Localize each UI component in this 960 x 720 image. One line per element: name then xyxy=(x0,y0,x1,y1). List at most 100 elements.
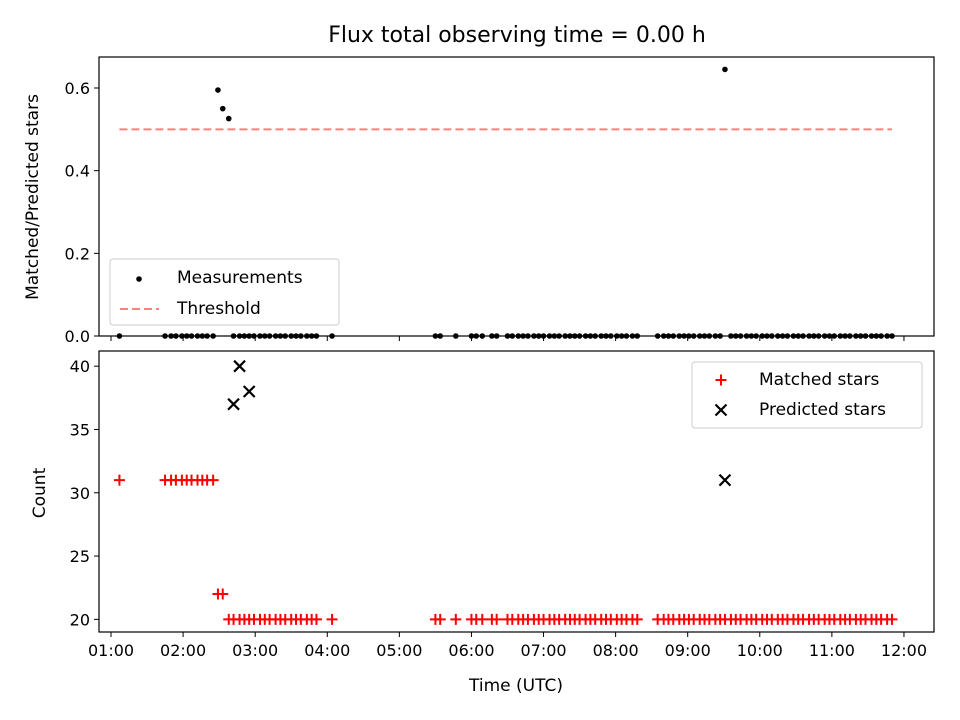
measurements-point xyxy=(225,115,232,122)
x-tick-label: 06:00 xyxy=(448,641,494,660)
measurements-point xyxy=(515,333,522,339)
measurements-point xyxy=(551,333,558,339)
x-tick-label: 05:00 xyxy=(376,641,422,660)
measurements-point xyxy=(504,333,511,339)
x-tick-label: 03:00 xyxy=(232,641,278,660)
measurements-point xyxy=(576,333,583,339)
measurements-point xyxy=(696,333,703,339)
measurements-point xyxy=(821,333,828,339)
measurements-point xyxy=(288,333,295,339)
measurements-point xyxy=(614,333,620,339)
measurements-point xyxy=(567,333,573,339)
top-y-tick-label: 0.6 xyxy=(65,79,90,98)
plot-layer: 0.0 0.2 0.4 0.6 Measurements Threshold 20 25 30 3… xyxy=(65,56,935,660)
measurements-point xyxy=(493,333,500,339)
measurements-point xyxy=(690,333,697,339)
measurements-point xyxy=(701,333,708,339)
predicted-stars-point xyxy=(233,359,246,373)
measurements-point xyxy=(257,333,263,339)
measurements-point xyxy=(162,333,168,339)
measurements-point xyxy=(562,333,568,339)
measurements-point xyxy=(277,333,284,339)
measurements-point xyxy=(779,333,786,339)
matched-stars-point xyxy=(113,474,125,486)
legend-predicted-stars-marker xyxy=(714,403,728,417)
measurements-point xyxy=(686,333,692,339)
measurements-point xyxy=(272,333,279,339)
bottom-y-tick-label: 20 xyxy=(70,610,90,629)
top-y-tick-label: 0.0 xyxy=(65,327,90,346)
measurements-point xyxy=(540,333,547,339)
measurements-point xyxy=(608,333,614,339)
matched-stars-point xyxy=(450,613,462,625)
measurements-point xyxy=(293,333,299,339)
measurements-point xyxy=(571,333,578,339)
bottom-y-tick-label: 30 xyxy=(70,484,90,503)
matched-stars-point xyxy=(886,613,898,625)
measurements-point xyxy=(748,333,755,339)
legend-matched-stars-marker xyxy=(715,374,727,386)
measurements-point xyxy=(535,333,542,339)
bottom-y-tick-label: 40 xyxy=(70,357,90,376)
measurements-point xyxy=(219,105,226,112)
measurements-point xyxy=(173,333,179,339)
measurements-point xyxy=(489,333,495,339)
measurements-point xyxy=(453,333,459,339)
measurements-point xyxy=(790,333,797,339)
measurements-point xyxy=(884,333,890,339)
x-tick-label: 07:00 xyxy=(520,641,566,660)
measurements-point xyxy=(603,333,609,339)
bottom-y-tick-label: 35 xyxy=(70,420,90,439)
bottom-legend-box xyxy=(691,361,923,429)
predicted-stars-point xyxy=(718,473,732,487)
measurements-point xyxy=(479,333,486,339)
measurements-point xyxy=(592,333,598,339)
measurements-point xyxy=(179,333,185,339)
measurements-point xyxy=(168,333,174,339)
measurements-point xyxy=(546,333,553,339)
measurements-point xyxy=(509,333,516,339)
measurements-point xyxy=(634,333,641,339)
measurements-point xyxy=(215,87,221,93)
measurements-point xyxy=(842,333,848,339)
legend-matched-stars-label: Matched stars xyxy=(759,370,879,390)
measurements-point xyxy=(769,333,775,339)
x-tick-label: 08:00 xyxy=(593,641,639,660)
measurements-point xyxy=(199,333,206,339)
measurements-point xyxy=(432,333,439,339)
matched-stars-point xyxy=(631,613,643,625)
top-y-axis-label: Matched/Predicted stars xyxy=(23,94,43,300)
measurements-point xyxy=(329,333,335,339)
bottom-y-axis-label: Count xyxy=(30,467,50,518)
matched-stars-point xyxy=(491,613,503,625)
matched-stars-point xyxy=(207,474,219,486)
measurements-point xyxy=(210,333,216,339)
measurements-point xyxy=(236,333,243,339)
measurements-point xyxy=(623,333,630,339)
measurements-point xyxy=(654,333,661,339)
measurements-point xyxy=(629,333,636,339)
measurements-point xyxy=(598,333,605,339)
matched-stars-point xyxy=(434,613,446,625)
measurements-point xyxy=(670,333,677,339)
measurements-point xyxy=(437,333,444,339)
measurements-point xyxy=(795,333,802,339)
top-legend-box xyxy=(109,258,340,326)
measurements-point xyxy=(241,333,248,339)
measurements-point xyxy=(251,333,257,339)
chart-title: Flux total observing time = 0.00 h xyxy=(328,23,706,48)
x-tick-label: 12:00 xyxy=(881,641,927,660)
measurements-point xyxy=(831,333,838,339)
predicted-stars-point xyxy=(227,397,240,411)
measurements-point xyxy=(826,333,833,339)
measurements-point xyxy=(862,333,869,339)
measurements-point xyxy=(520,333,526,339)
measurements-point xyxy=(194,333,201,339)
measurements-point xyxy=(811,333,817,339)
legend-threshold-label: Threshold xyxy=(176,299,261,319)
legend-measurements-marker xyxy=(136,276,142,282)
measurements-point xyxy=(728,333,734,339)
measurements-point xyxy=(468,333,475,339)
measurements-point xyxy=(298,333,304,339)
